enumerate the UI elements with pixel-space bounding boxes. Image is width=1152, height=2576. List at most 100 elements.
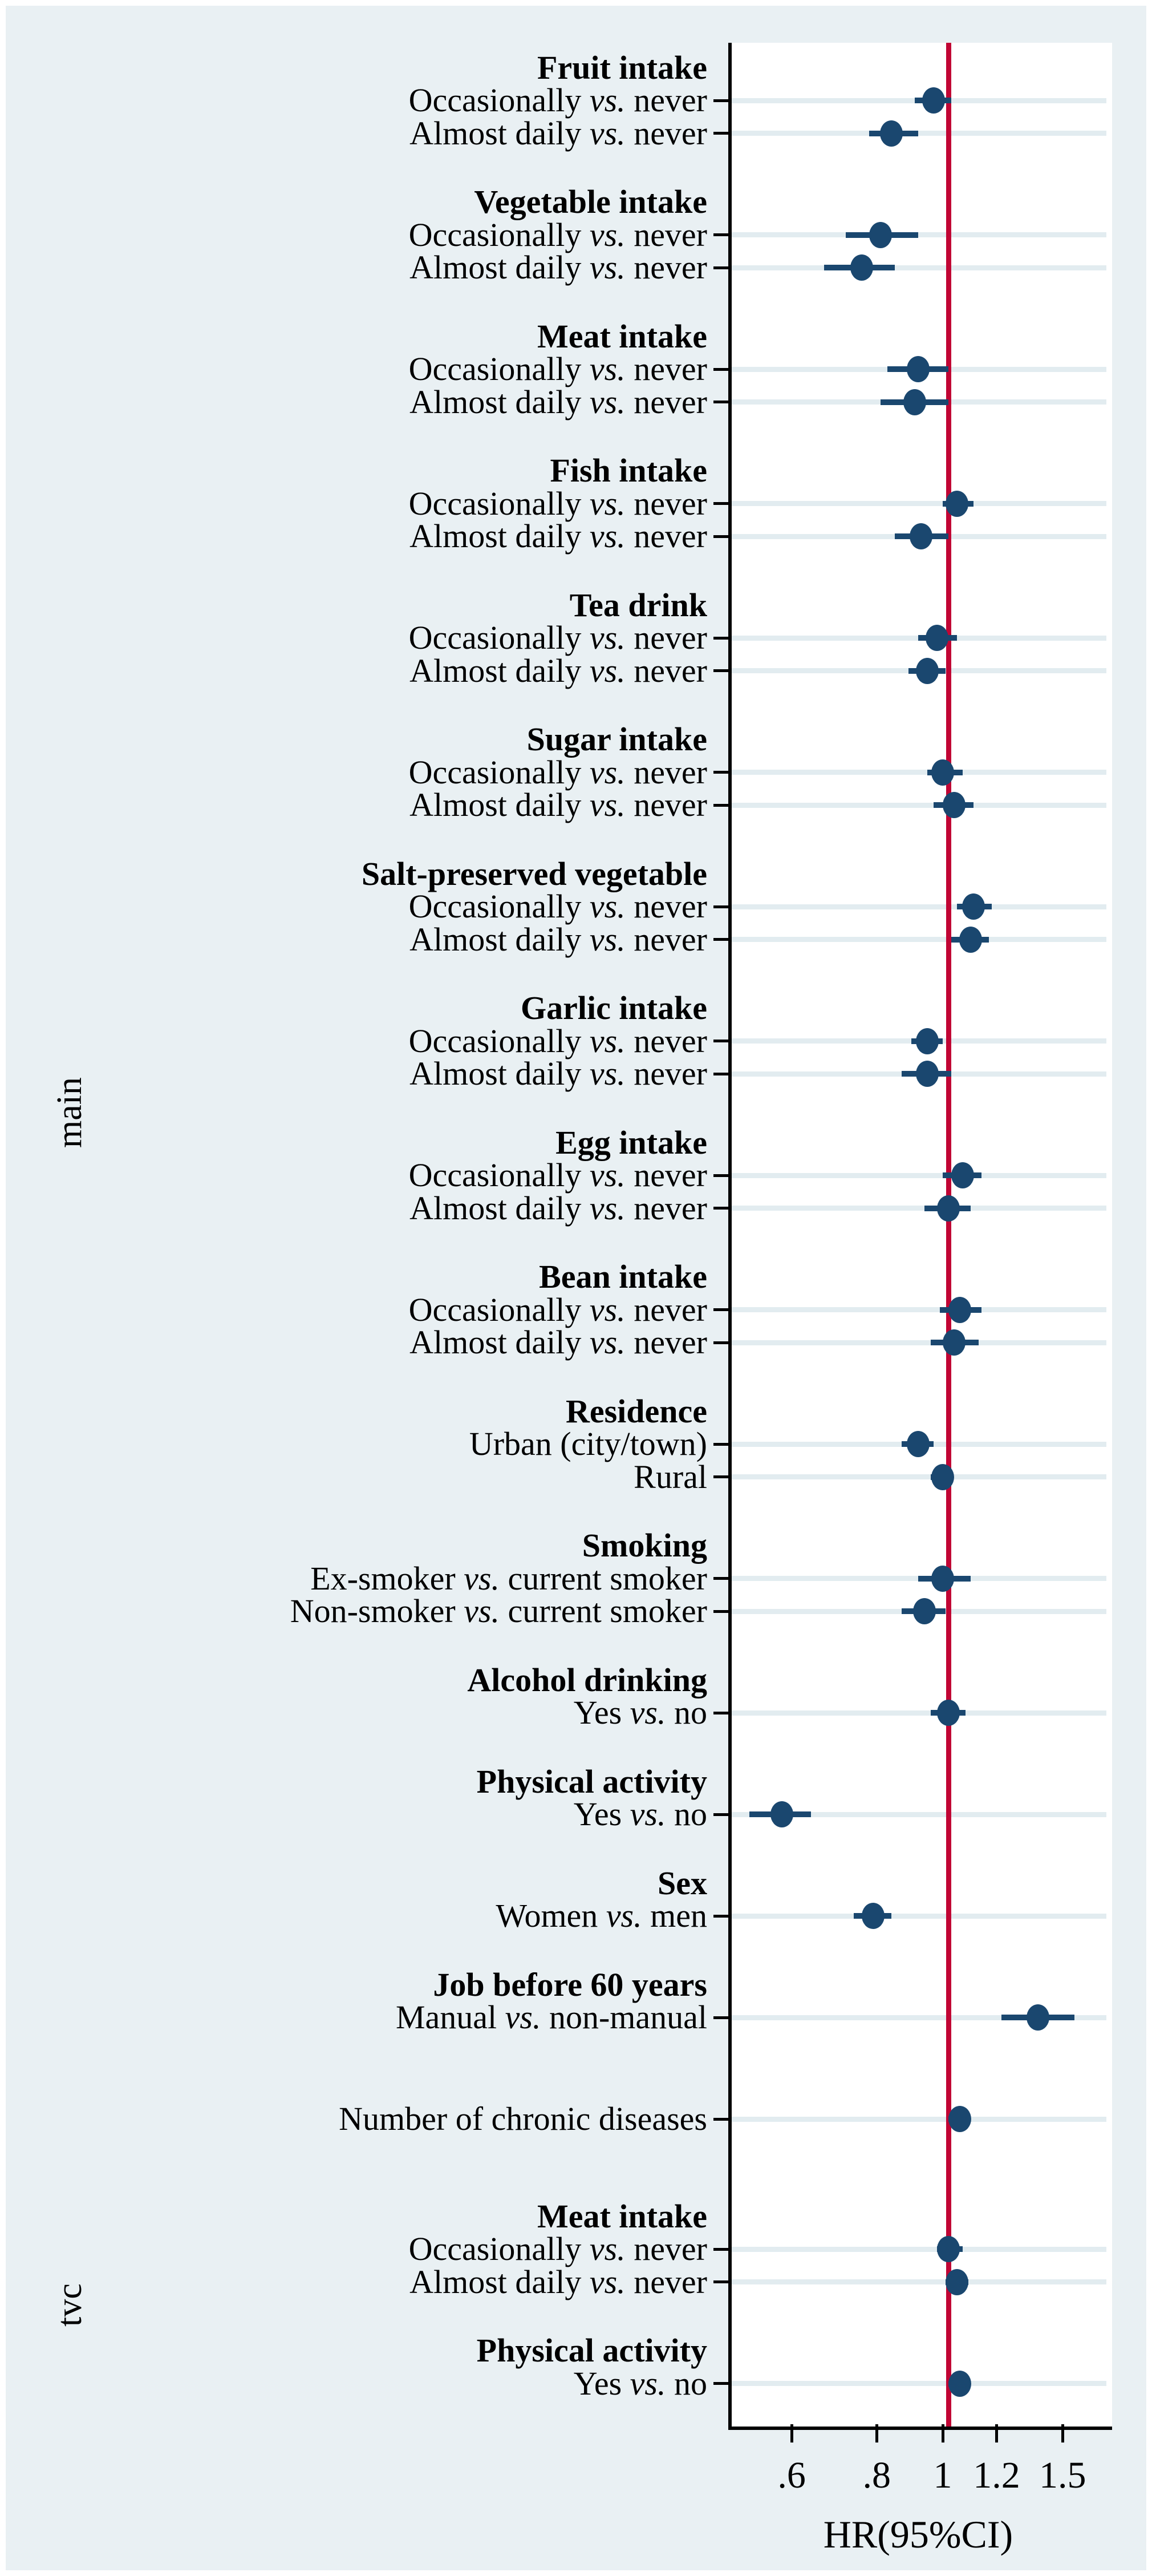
y-tick bbox=[713, 1475, 730, 1478]
point-estimate-marker bbox=[951, 1162, 975, 1188]
y-tick bbox=[713, 1813, 730, 1816]
gridline bbox=[730, 1474, 1106, 1479]
forest-plot-figure: HR(95%CI) main tvc Fruit intake Occasiona… bbox=[6, 6, 1146, 2570]
gridline bbox=[730, 2015, 1106, 2020]
label-vs: vs. bbox=[589, 2263, 626, 2300]
group-header: Tea drink bbox=[569, 586, 707, 624]
y-tick bbox=[713, 502, 730, 505]
label-text: Urban (city/town) bbox=[469, 1425, 707, 1462]
y-tick bbox=[713, 669, 730, 672]
label-text: never bbox=[625, 786, 707, 823]
y-tick bbox=[713, 636, 730, 640]
row-label: Occasionally vs. never bbox=[6, 353, 707, 386]
group-header: Smoking bbox=[582, 1527, 707, 1564]
x-tick bbox=[1061, 2424, 1064, 2442]
y-tick bbox=[713, 266, 730, 269]
y-tick bbox=[713, 367, 730, 371]
row-label: Occasionally vs. never bbox=[6, 753, 707, 791]
y-tick bbox=[713, 1577, 730, 1580]
y-tick bbox=[713, 1711, 730, 1714]
label-vs: vs. bbox=[589, 888, 626, 925]
label-text: Almost daily bbox=[409, 920, 590, 958]
point-estimate-marker bbox=[869, 221, 892, 248]
y-tick bbox=[713, 1174, 730, 1177]
y-tick bbox=[713, 803, 730, 807]
row-label: Occasionally vs. never bbox=[6, 216, 707, 253]
label-text: Almost daily bbox=[409, 786, 590, 823]
label-text: Occasionally bbox=[408, 82, 590, 119]
group-header: Physical activity bbox=[476, 1762, 707, 1800]
y-tick bbox=[713, 1072, 730, 1075]
label-text: Yes bbox=[573, 1795, 630, 1833]
row-label: Occasionally vs. never bbox=[6, 487, 707, 520]
label-text: current smoker bbox=[500, 1559, 707, 1597]
label-text: never bbox=[625, 114, 707, 152]
y-tick bbox=[713, 132, 730, 135]
label-text: never bbox=[625, 249, 707, 286]
x-tick bbox=[995, 2424, 999, 2442]
y-tick bbox=[713, 1040, 730, 1042]
label-text: never bbox=[625, 920, 707, 958]
label-text: never bbox=[625, 619, 707, 656]
label-text: Almost daily bbox=[409, 1055, 590, 1092]
gridline bbox=[730, 232, 1106, 237]
gridline bbox=[730, 265, 1106, 270]
label-text: non-manual bbox=[541, 1999, 707, 2036]
label-text: Almost daily bbox=[409, 1324, 590, 1361]
gridline bbox=[730, 770, 1106, 775]
group-header: Meat intake bbox=[537, 317, 707, 355]
x-tick-label: .6 bbox=[777, 2454, 806, 2496]
label-vs: vs. bbox=[589, 786, 626, 823]
label-text: Almost daily bbox=[409, 652, 590, 689]
label-text: never bbox=[625, 1291, 707, 1328]
gridline bbox=[730, 2116, 1106, 2122]
point-estimate-marker bbox=[770, 1801, 793, 1827]
row-label: Urban (city/town) bbox=[6, 1427, 707, 1461]
label-vs: vs. bbox=[630, 1795, 666, 1833]
row-label: Almost daily vs. never bbox=[6, 788, 707, 822]
y-tick bbox=[713, 233, 730, 236]
point-estimate-marker bbox=[943, 792, 966, 818]
group-header: Sugar intake bbox=[526, 721, 707, 758]
group-header: Fruit intake bbox=[537, 48, 707, 86]
gridline bbox=[730, 2381, 1106, 2386]
y-axis-line bbox=[728, 43, 732, 2430]
label-text: Almost daily bbox=[409, 249, 590, 286]
label-text: never bbox=[625, 652, 707, 689]
label-text: never bbox=[625, 1189, 707, 1227]
label-vs: vs. bbox=[589, 1022, 626, 1059]
label-text: Almost daily bbox=[409, 2263, 590, 2300]
label-text: never bbox=[625, 1055, 707, 1092]
row-label: Occasionally vs. never bbox=[6, 1293, 707, 1327]
label-text: never bbox=[625, 517, 707, 555]
gridline bbox=[730, 2246, 1106, 2252]
point-estimate-marker bbox=[906, 1431, 930, 1457]
label-text: Occasionally bbox=[408, 216, 590, 253]
gridline bbox=[730, 1710, 1106, 1716]
y-tick bbox=[713, 2280, 730, 2283]
row-label: Almost daily vs. never bbox=[6, 1326, 707, 1359]
group-header: Physical activity bbox=[476, 2332, 707, 2369]
row-label: Almost daily vs. never bbox=[6, 2263, 707, 2300]
row-label: Almost daily vs. never bbox=[6, 1057, 707, 1090]
row-label: Occasionally vs. never bbox=[6, 1159, 707, 1192]
group-header: Job before 60 years bbox=[433, 1966, 707, 2003]
y-tick bbox=[713, 1341, 730, 1344]
point-estimate-marker bbox=[916, 1028, 939, 1054]
label-text: Manual bbox=[395, 1999, 505, 2036]
point-estimate-marker bbox=[959, 926, 983, 953]
label-text: Almost daily bbox=[409, 1189, 590, 1227]
label-text: Yes bbox=[573, 1694, 630, 1731]
x-tick-label: .8 bbox=[862, 2454, 891, 2496]
group-header: Salt-preserved vegetable bbox=[361, 855, 707, 892]
label-vs: vs. bbox=[589, 753, 626, 791]
group-header: Fish intake bbox=[550, 452, 707, 489]
label-vs: vs. bbox=[464, 1559, 500, 1597]
point-estimate-marker bbox=[916, 657, 939, 684]
label-text: never bbox=[625, 1156, 707, 1194]
y-tick bbox=[713, 99, 730, 102]
label-vs: vs. bbox=[589, 350, 626, 387]
group-header: Residence bbox=[565, 1392, 707, 1430]
label-text: Occasionally bbox=[408, 753, 590, 791]
label-vs: vs. bbox=[630, 1694, 666, 1731]
